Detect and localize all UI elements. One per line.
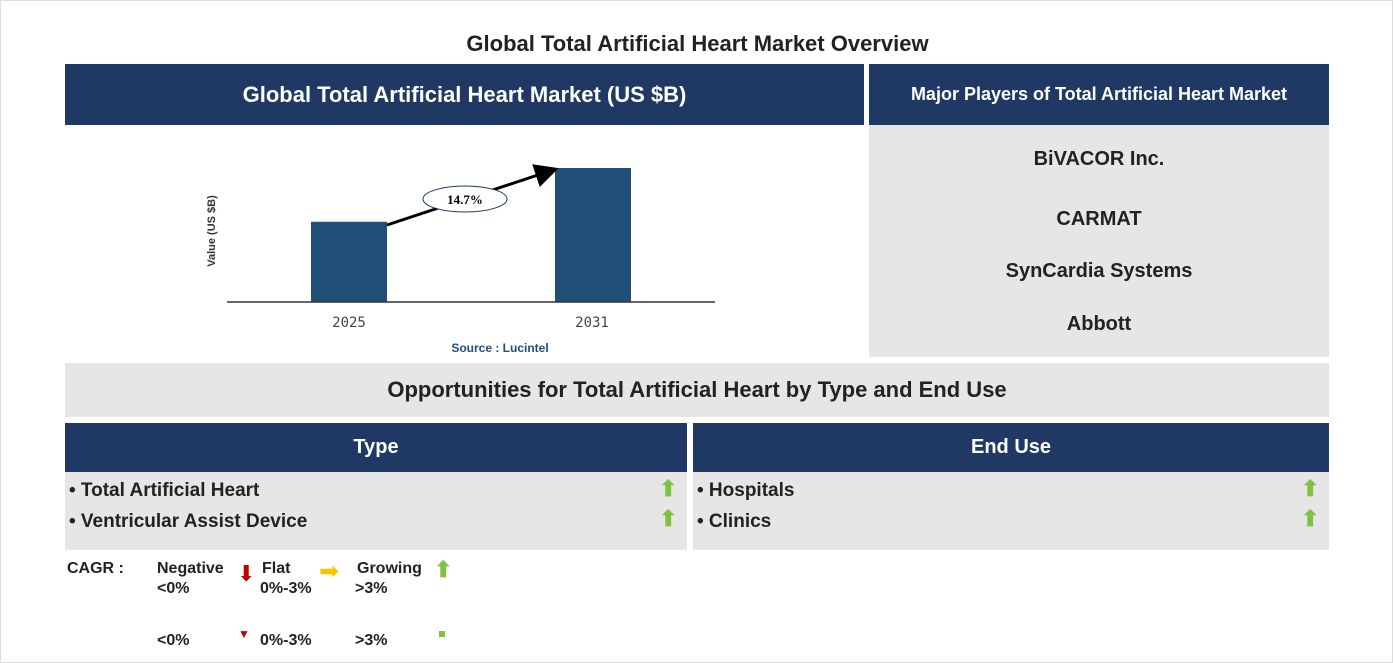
legend-row2: <0% [157,632,190,649]
legend-negative: Negative [157,560,224,577]
type-header: Type [65,423,687,472]
x-tick-label: 2031 [575,315,609,331]
type-item: • Total Artificial Heart [69,480,260,501]
legend-flat: Flat [262,560,291,577]
up-arrow-icon: ⬆ [1301,476,1320,501]
end-use-item: • Clinics [697,511,772,532]
players-panel: BiVACOR Inc. CARMAT SynCardia Systems Ab… [869,125,1329,357]
up-arrow-icon: ⬆ [659,476,678,501]
legend-growing: Growing [357,560,422,577]
players-header: Major Players of Total Artificial Heart … [869,64,1329,125]
player: SynCardia Systems [1005,260,1193,282]
down-arrow-icon: ⬇ [237,561,256,586]
page-title: Global Total Artificial Heart Market Ove… [466,31,929,56]
legend-growing-range: >3% [355,580,388,597]
type-item: • Ventricular Assist Device [69,511,308,532]
cagr-bubble [422,185,508,213]
right-arrow-icon: ➡ [319,558,340,585]
player: CARMAT [1056,208,1142,230]
cagr-label: 14.7% [447,192,483,207]
up-arrow-icon: ⬆ [659,506,678,531]
bar-2031 [555,168,631,302]
source-label: Source : Lucintel [451,341,548,355]
down-triangle-icon: ▼ [238,627,250,641]
type-panel: • Total Artificial Heart • Ventricular A… [65,472,687,550]
legend-flat-range: 0%-3% [260,580,312,597]
green-square-icon [439,631,445,637]
legend-cagr: CAGR : [67,560,124,577]
bar-2025 [311,221,387,302]
player: Abbott [1066,313,1132,335]
end-use-header: End Use [693,423,1329,472]
x-tick-label: 2025 [332,315,366,331]
legend-negative-range: <0% [157,580,190,597]
legend-row2: 0%-3% [260,632,312,649]
up-arrow-icon: ⬆ [434,557,453,582]
player: BiVACOR Inc. [1033,148,1165,170]
market-chart: Value (US $B) 14.7% 2025 2031 Source : L… [206,164,715,355]
up-arrow-icon: ⬆ [1301,506,1320,531]
legend-row2: >3% [355,632,388,649]
y-axis-label: Value (US $B) [206,195,218,267]
opportunities-title: Opportunities for Total Artificial Heart… [65,363,1329,417]
end-use-panel: • Hospitals • Clinics ⬆ ⬆ [693,472,1329,550]
end-use-item: • Hospitals [697,480,795,501]
market-header: Global Total Artificial Heart Market (US… [65,64,864,125]
